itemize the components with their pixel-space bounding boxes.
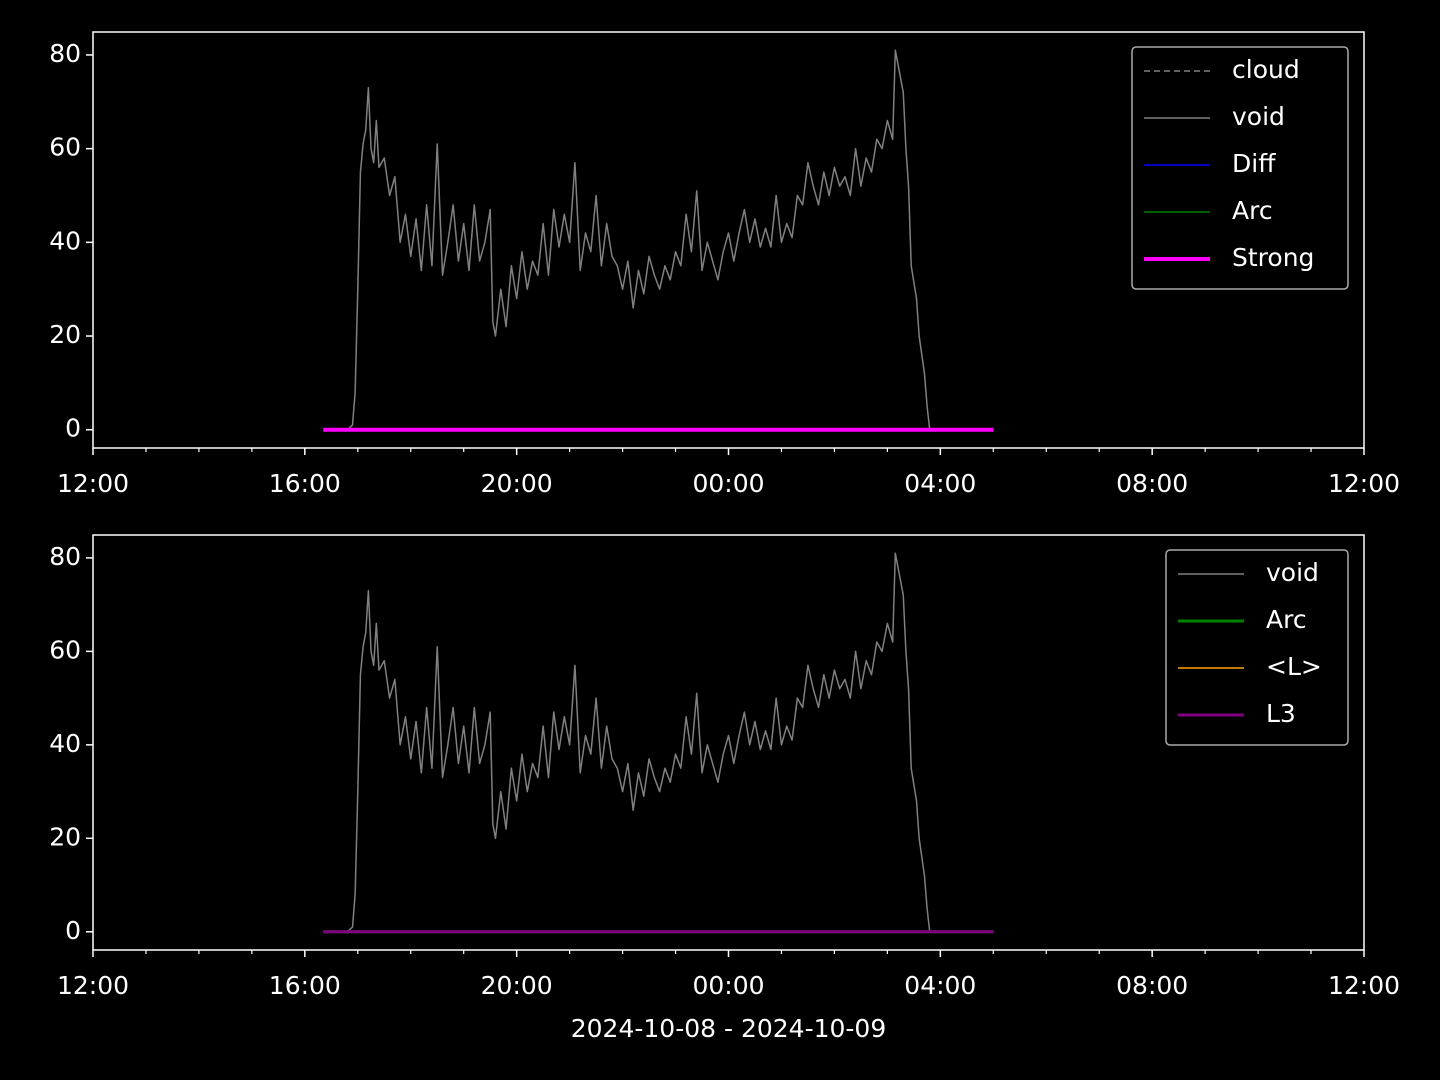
y-tick-label: 20: [49, 822, 81, 851]
x-tick-label: 16:00: [269, 971, 341, 1000]
legend-label: void: [1232, 102, 1285, 131]
x-tick-label: 00:00: [692, 469, 764, 498]
y-tick-label: 60: [49, 635, 81, 664]
y-tick-label: 0: [65, 916, 81, 945]
y-tick-label: 80: [49, 542, 81, 571]
axes: 0 20 40 60 80 12:00 16:00 20:00 00:00 04:00 08:00 1…: [49, 31, 1400, 498]
x-tick-label: 12:00: [57, 469, 129, 498]
x-tick-label: 12:00: [1328, 971, 1400, 1000]
y-tick-label: 20: [49, 320, 81, 349]
y-tick-label: 40: [49, 226, 81, 255]
x-tick-label: 08:00: [1116, 971, 1188, 1000]
plot-area: [93, 535, 1364, 950]
x-tick-label: 16:00: [269, 469, 341, 498]
legend-label: Arc: [1232, 196, 1273, 225]
legend-label: Arc: [1266, 605, 1307, 634]
legend-box: [1131, 46, 1349, 290]
legend-label: Diff: [1232, 149, 1276, 178]
y-tick-label: 0: [65, 414, 81, 443]
legend-label: L3: [1266, 699, 1296, 728]
legend-label: cloud: [1232, 55, 1300, 84]
x-tick-label: 12:00: [1328, 469, 1400, 498]
x-tick-label: 00:00: [692, 971, 764, 1000]
y-tick-label: 80: [49, 39, 81, 68]
legend-label: <L>: [1266, 652, 1322, 681]
legend-label: void: [1266, 558, 1319, 587]
y-tick-label: 40: [49, 729, 81, 758]
legend-label: Strong: [1232, 243, 1314, 272]
x-tick-label: 12:00: [57, 971, 129, 1000]
x-tick-label: 20:00: [481, 469, 553, 498]
x-tick-label: 04:00: [904, 971, 976, 1000]
x-tick-label: 04:00: [904, 469, 976, 498]
x-tick-label: 08:00: [1116, 469, 1188, 498]
x-tick-label: 20:00: [481, 971, 553, 1000]
series-line: [346, 49, 931, 431]
axes: 0 20 40 60 80 12:00 16:00 20:00 00:00 04:00 08:00 1…: [49, 534, 1400, 1043]
y-tick-label: 60: [49, 133, 81, 162]
legend-box: [1165, 549, 1349, 746]
series-line: [346, 552, 931, 933]
x-axis-label: 2024-10-08 - 2024-10-09: [571, 1014, 887, 1043]
